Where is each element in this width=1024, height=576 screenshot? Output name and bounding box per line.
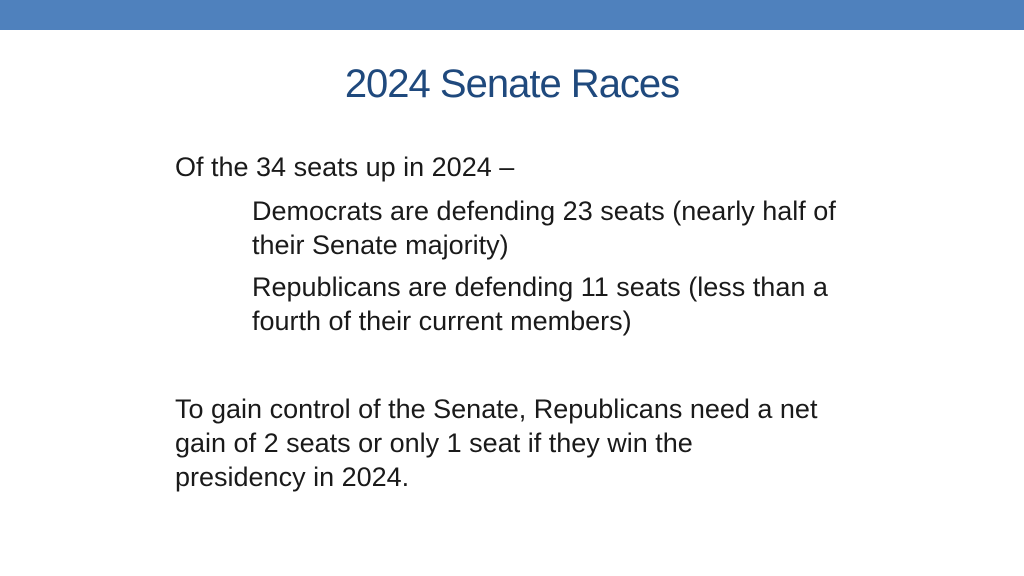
top-accent-band bbox=[0, 0, 1024, 30]
intro-text: Of the 34 seats up in 2024 – bbox=[175, 152, 515, 182]
conclusion-text: To gain control of the Senate, Republica… bbox=[175, 394, 818, 492]
republicans-point: Republicans are defending 11 seats (less… bbox=[252, 272, 828, 336]
slide-title: 2024 Senate Races bbox=[344, 62, 680, 106]
democrats-point: Democrats are defending 23 seats (nearly… bbox=[252, 196, 836, 260]
slide-body: Of the 34 seats up in 2024 – Democrats a… bbox=[175, 150, 895, 494]
